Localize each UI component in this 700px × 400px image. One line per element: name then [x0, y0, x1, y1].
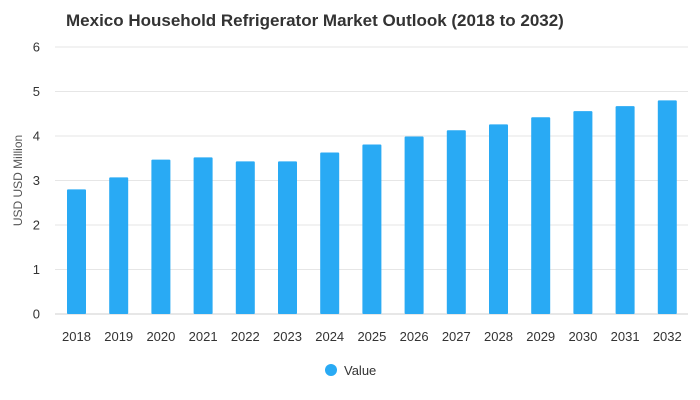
y-tick-label: 4 — [33, 129, 40, 144]
bar-2025[interactable] — [362, 144, 382, 314]
x-tick-label: 2023 — [273, 329, 302, 344]
bar-2028[interactable] — [489, 124, 508, 315]
x-tick-label: 2031 — [611, 329, 640, 344]
x-tick-label: 2022 — [231, 329, 260, 344]
bar-2024[interactable] — [320, 152, 340, 314]
y-tick-label: 6 — [33, 40, 40, 55]
bar-2030[interactable] — [573, 111, 593, 314]
y-tick-label: 5 — [33, 84, 40, 99]
x-tick-label: 2032 — [653, 329, 682, 344]
x-tick-label: 2021 — [189, 329, 218, 344]
x-tick-label: 2025 — [357, 329, 386, 344]
bar-2018[interactable] — [67, 189, 86, 314]
bar-2019[interactable] — [109, 177, 129, 314]
y-tick-label: 1 — [33, 262, 40, 277]
bar-2031[interactable] — [615, 106, 635, 314]
legend-label-value[interactable]: Value — [344, 363, 376, 378]
x-tick-label: 2026 — [400, 329, 429, 344]
bar-2032[interactable] — [657, 100, 677, 315]
bar-2023[interactable] — [278, 161, 297, 314]
bar-2021[interactable] — [193, 157, 213, 314]
x-tick-label: 2030 — [568, 329, 597, 344]
x-tick-label: 2024 — [315, 329, 344, 344]
y-tick-label: 0 — [33, 307, 40, 322]
y-axis-label: USD USD Million — [11, 135, 25, 226]
x-tick-label: 2019 — [104, 329, 133, 344]
x-axis-ticks: 2018 2019 2020 2021 2022 2023 2024 2025 2026 2027… — [62, 329, 682, 344]
bar-2027[interactable] — [446, 130, 466, 314]
y-tick-label: 2 — [33, 218, 40, 233]
y-tick-label: 3 — [33, 173, 40, 188]
bar-2022[interactable] — [235, 161, 255, 314]
bar-2026[interactable] — [404, 136, 424, 314]
legend-swatch-value[interactable] — [325, 364, 337, 376]
x-tick-label: 2027 — [442, 329, 471, 344]
bar-2020[interactable] — [151, 159, 171, 314]
chart-title: Mexico Household Refrigerator Market Out… — [66, 11, 564, 30]
x-tick-label: 2028 — [484, 329, 513, 344]
legend[interactable]: Value — [325, 363, 376, 378]
bars — [67, 100, 677, 315]
x-tick-label: 2029 — [526, 329, 555, 344]
x-tick-label: 2020 — [146, 329, 175, 344]
x-tick-label: 2018 — [62, 329, 91, 344]
bar-2029[interactable] — [531, 117, 551, 314]
y-axis-ticks: 0 1 2 3 4 5 6 — [33, 40, 40, 322]
